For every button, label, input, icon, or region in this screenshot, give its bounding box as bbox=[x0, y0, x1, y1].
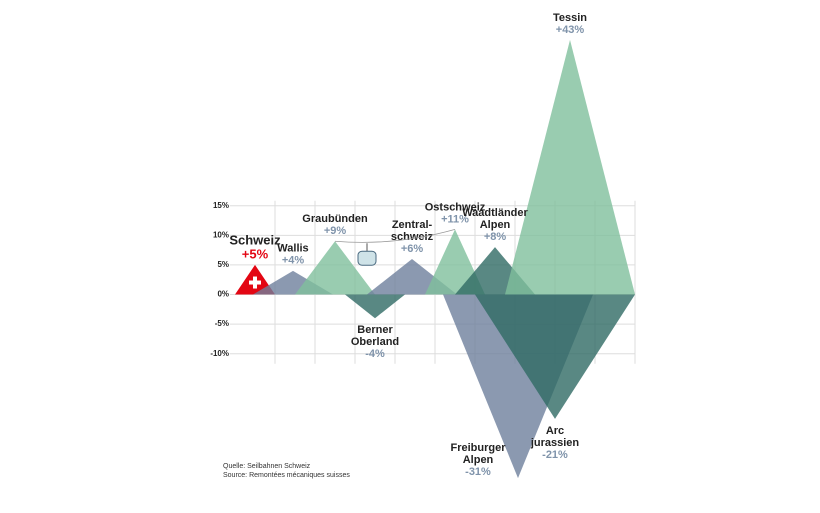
category-label: Oberland bbox=[351, 336, 399, 348]
category-label: jurassien bbox=[530, 437, 580, 449]
category-label: Alpen bbox=[463, 454, 494, 466]
category-label: Arc bbox=[546, 425, 564, 437]
y-tick-label: 10% bbox=[213, 230, 229, 239]
y-tick-label: 15% bbox=[213, 201, 229, 210]
category-label: Zentral- bbox=[392, 219, 433, 231]
source-fr: Source: Remontées mécaniques suisses bbox=[223, 472, 350, 479]
value-label: +5% bbox=[242, 246, 269, 261]
cable bbox=[334, 229, 456, 243]
category-label: Freiburger bbox=[450, 442, 506, 454]
y-tick-label: -5% bbox=[215, 319, 229, 328]
category-label: Ostschweiz bbox=[425, 201, 486, 213]
category-label: Wallis bbox=[277, 243, 308, 255]
value-label: +8% bbox=[484, 231, 507, 243]
source-de: Quelle: Seilbahnen Schweiz bbox=[223, 463, 311, 470]
swiss-cross bbox=[253, 276, 257, 289]
value-label: +6% bbox=[401, 243, 424, 255]
category-label: Graubünden bbox=[302, 213, 368, 225]
value-label: -31% bbox=[465, 466, 491, 478]
category-label: Alpen bbox=[480, 219, 511, 231]
mountain bbox=[505, 39, 635, 295]
y-tick-label: 0% bbox=[217, 290, 229, 299]
y-tick-label: -10% bbox=[210, 349, 229, 358]
value-label: +9% bbox=[324, 225, 347, 237]
mountain bbox=[345, 294, 405, 319]
category-label: Waadtländer bbox=[462, 207, 528, 219]
mountain bbox=[475, 294, 635, 419]
category-label: Berner bbox=[357, 324, 393, 336]
category-label: schweiz bbox=[391, 231, 434, 243]
category-label: Tessin bbox=[553, 12, 587, 24]
value-label: +43% bbox=[556, 24, 585, 36]
y-tick-label: 5% bbox=[217, 260, 229, 269]
value-label: -21% bbox=[542, 449, 568, 461]
mountain bbox=[295, 241, 375, 295]
value-label: +11% bbox=[441, 213, 469, 225]
value-label: +4% bbox=[282, 255, 305, 267]
category-label: Schweiz bbox=[229, 232, 281, 247]
value-label: -4% bbox=[365, 348, 385, 360]
gondola bbox=[357, 250, 377, 266]
